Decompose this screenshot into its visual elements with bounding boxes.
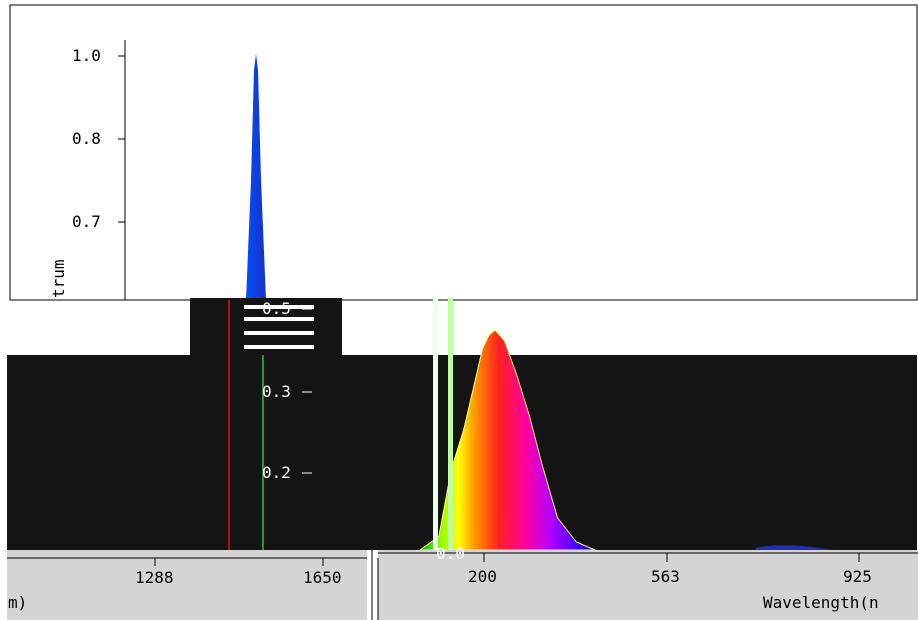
- top-y-axis-label: trum: [49, 259, 68, 298]
- right-x-tick-label: 563: [651, 567, 680, 586]
- left-x-tick-label: 1288: [135, 568, 174, 587]
- top-y-ticks: 1.0 0.8 0.7: [72, 46, 125, 231]
- header-stripe-3: [244, 331, 314, 335]
- left-x-axis-label: m): [8, 593, 27, 612]
- green-spike-1: [433, 298, 438, 550]
- top-peak: [246, 54, 266, 300]
- bottom-left-panel: [7, 550, 367, 620]
- middle-y-tick-label: 0.3: [262, 382, 291, 401]
- left-x-ticks: 1288 1650: [135, 558, 342, 587]
- right-x-axis-label: Wavelength(n: [763, 593, 879, 612]
- top-plot-frame: [9, 4, 918, 301]
- left-x-tick-label: 1650: [303, 568, 342, 587]
- header-stripe-4: [244, 345, 314, 349]
- middle-y-tick-label: 0.2: [262, 463, 291, 482]
- bottom-axis-panels: 1288 1650 200 563 925 m) Wavelength(n 0.0: [7, 544, 918, 620]
- right-x-tick-label: 200: [468, 567, 497, 586]
- top-plot: 1.0 0.8 0.7 trum: [9, 4, 918, 301]
- green-spike-2: [448, 298, 453, 550]
- header-stripe-1: [244, 305, 314, 309]
- header-stripe-2: [244, 317, 314, 321]
- top-y-tick-label: 1.0: [72, 46, 101, 65]
- top-y-tick-label: 0.8: [72, 129, 101, 148]
- right-x-tick-label: 925: [843, 567, 872, 586]
- right-x-ticks: 200 563 925: [468, 553, 872, 586]
- top-y-tick-label: 0.7: [72, 212, 101, 231]
- zero-y-tick: 0.0: [436, 544, 465, 563]
- rainbow-curve: [418, 329, 596, 551]
- bottom-right-panel: [378, 550, 918, 620]
